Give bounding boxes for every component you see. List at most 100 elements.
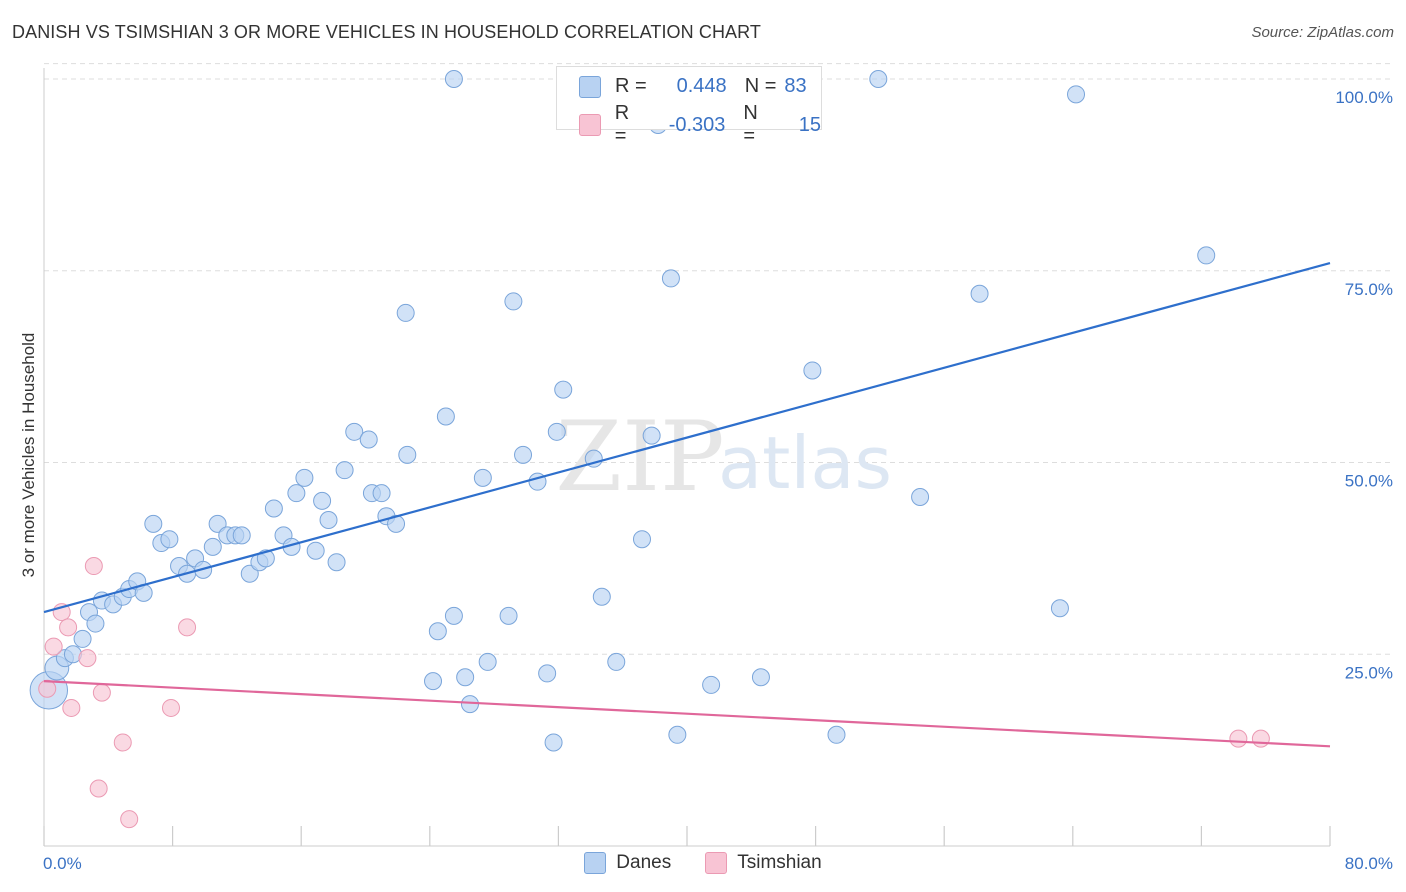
danes-point bbox=[460, 695, 479, 714]
legend-label-danes: Danes bbox=[616, 852, 672, 873]
danes-point bbox=[702, 675, 721, 694]
danes-point bbox=[396, 303, 415, 322]
y-tick-label: 75.0% bbox=[1345, 280, 1393, 299]
danes-point bbox=[554, 380, 573, 399]
points-layer bbox=[29, 68, 1270, 829]
danes-point bbox=[642, 426, 661, 445]
tsimshian-r-label: R = bbox=[614, 102, 630, 147]
danes-point bbox=[444, 70, 463, 88]
tsimshian-point bbox=[1229, 729, 1248, 748]
danes-point bbox=[1197, 246, 1216, 265]
tsimshian-point bbox=[59, 618, 78, 637]
stats-legend: R = 0.448 N = 83 R = -0.303 N = 15 bbox=[556, 66, 822, 147]
chart-title: DANISH VS TSIMSHIAN 3 OR MORE VEHICLES I… bbox=[12, 22, 762, 42]
tsimshian-point bbox=[62, 698, 81, 717]
danes-point bbox=[313, 491, 332, 510]
legend-swatch-tsimshian bbox=[705, 852, 728, 874]
tsimshian-point bbox=[113, 733, 132, 752]
tsimshian-point bbox=[38, 679, 57, 698]
axis-layer bbox=[43, 68, 1331, 847]
grid-layer: 25.0% 50.0% 75.0% 100.0% bbox=[44, 63, 1393, 682]
danes-point bbox=[319, 511, 338, 530]
danes-n-label: N = bbox=[744, 75, 777, 97]
tsimshian-point bbox=[1251, 729, 1270, 748]
danes-trend-line bbox=[43, 262, 1331, 614]
danes-point bbox=[803, 361, 822, 380]
danes-point bbox=[327, 553, 346, 572]
danes-point bbox=[1050, 599, 1069, 618]
tsimshian-n-value: 15 bbox=[798, 113, 822, 136]
danes-point bbox=[751, 668, 770, 687]
danes-point bbox=[398, 445, 417, 464]
danes-point bbox=[869, 70, 888, 88]
danes-point bbox=[592, 587, 611, 606]
danes-point bbox=[203, 537, 222, 556]
tsimshian-n-label: N = bbox=[743, 102, 758, 147]
tsimshian-point bbox=[78, 649, 97, 668]
danes-point bbox=[73, 629, 92, 648]
danes-point bbox=[478, 652, 497, 671]
y-tick-label: 25.0% bbox=[1345, 663, 1393, 682]
legend-item-danes[interactable]: Danes bbox=[584, 852, 671, 874]
danes-point bbox=[428, 622, 447, 641]
danes-point bbox=[345, 422, 364, 441]
x-tick-label-max: 80.0% bbox=[1345, 854, 1393, 873]
x-tick-label-min: 0.0% bbox=[43, 854, 82, 873]
danes-point bbox=[456, 668, 475, 687]
watermark-zip: ZIP bbox=[555, 401, 724, 513]
danes-point bbox=[1067, 85, 1086, 104]
danes-point bbox=[632, 530, 651, 549]
danes-point bbox=[424, 672, 443, 691]
danes-point bbox=[911, 488, 930, 507]
y-tick-label: 100.0% bbox=[1335, 88, 1393, 107]
legend-item-tsimshian[interactable]: Tsimshian bbox=[705, 852, 822, 874]
legend-swatch-danes bbox=[584, 852, 607, 874]
danes-point bbox=[144, 514, 163, 533]
watermark: ZIP atlas bbox=[555, 401, 892, 513]
danes-point bbox=[499, 606, 518, 625]
danes-point bbox=[359, 430, 378, 449]
tsimshian-point bbox=[92, 683, 111, 702]
danes-point bbox=[264, 499, 283, 518]
danes-swatch bbox=[579, 75, 601, 98]
tsimshian-trend-line bbox=[43, 679, 1331, 748]
danes-point bbox=[240, 564, 259, 583]
danes-point bbox=[295, 468, 314, 487]
danes-point bbox=[86, 614, 105, 633]
y-tick-label: 50.0% bbox=[1345, 472, 1393, 491]
danes-point bbox=[160, 530, 179, 549]
tsimshian-swatch bbox=[579, 114, 601, 136]
danes-point bbox=[232, 526, 251, 545]
danes-point bbox=[661, 269, 680, 288]
danes-point bbox=[306, 541, 325, 560]
tsimshian-point bbox=[44, 637, 63, 656]
danes-r-value: 0.448 bbox=[676, 75, 727, 97]
source-note: Source: ZipAtlas.com bbox=[1251, 24, 1394, 41]
series-legend: Danes Tsimshian bbox=[0, 852, 1406, 874]
tsimshian-point bbox=[84, 557, 103, 576]
danes-point bbox=[538, 664, 557, 683]
danes-point bbox=[436, 407, 455, 426]
danes-point bbox=[668, 725, 687, 744]
tsimshian-point bbox=[120, 810, 139, 829]
tsimshian-point bbox=[178, 618, 197, 637]
tsimshian-point bbox=[161, 698, 180, 717]
danes-point bbox=[335, 461, 354, 480]
danes-point bbox=[544, 733, 563, 752]
danes-point bbox=[514, 445, 533, 464]
danes-point bbox=[372, 484, 391, 503]
danes-n-value: 83 bbox=[784, 75, 807, 97]
trend-layer bbox=[43, 262, 1331, 748]
danes-point bbox=[208, 514, 227, 533]
danes-point bbox=[504, 292, 523, 311]
tsimshian-r-value: -0.303 bbox=[668, 113, 726, 136]
legend-label-tsimshian: Tsimshian bbox=[737, 852, 822, 873]
danes-point bbox=[444, 606, 463, 625]
danes-point bbox=[473, 468, 492, 487]
danes-point bbox=[827, 725, 846, 744]
danes-r-label: R = bbox=[615, 75, 647, 97]
axis-labels: 3 or more Vehicles in Household 0.0% 80.… bbox=[19, 333, 1393, 873]
stats-row-danes: R = 0.448 N = 83 bbox=[579, 75, 807, 98]
stats-row-tsimshian: R = -0.303 N = 15 bbox=[579, 102, 821, 148]
y-axis-label: 3 or more Vehicles in Household bbox=[19, 333, 38, 578]
